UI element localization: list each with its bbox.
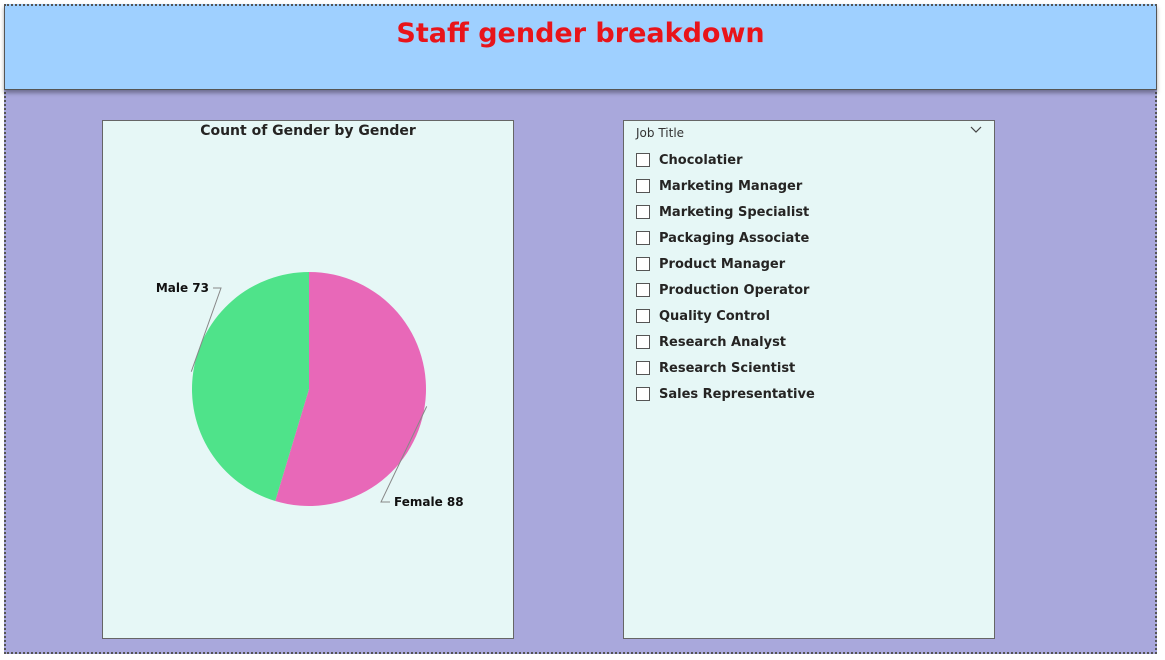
chevron-down-icon[interactable] (970, 125, 982, 135)
slicer-item-label: Packaging Associate (659, 230, 810, 246)
checkbox[interactable] (636, 179, 650, 193)
slicer-item-label: Research Analyst (659, 334, 787, 350)
pie-slice-female[interactable] (275, 272, 427, 507)
leader-line (380, 406, 428, 503)
leader-line (190, 287, 222, 372)
checkbox[interactable] (636, 309, 650, 323)
slicer-item-label: Product Manager (659, 256, 786, 272)
slicer-item[interactable]: Sales Representative (636, 381, 815, 407)
slicer-item[interactable]: Product Manager (636, 251, 815, 277)
slicer-header: Job Title (636, 126, 685, 140)
checkbox[interactable] (636, 153, 650, 167)
slicer-item[interactable]: Marketing Specialist (636, 199, 815, 225)
data-label-male: Male 73 (156, 281, 209, 295)
slicer-item-label: Marketing Manager (659, 178, 803, 194)
slicer-item-label: Chocolatier (659, 152, 743, 168)
slicer-item-label: Sales Representative (659, 386, 815, 402)
slicer-item-label: Marketing Specialist (659, 204, 810, 220)
report-header: Staff gender breakdown (4, 4, 1157, 90)
checkbox[interactable] (636, 335, 650, 349)
checkbox[interactable] (636, 231, 650, 245)
slicer-item[interactable]: Marketing Manager (636, 173, 815, 199)
slicer-item-label: Research Scientist (659, 360, 796, 376)
page-title: Staff gender breakdown (396, 18, 765, 49)
checkbox[interactable] (636, 361, 650, 375)
slicer-item[interactable]: Chocolatier (636, 147, 815, 173)
slicer-item[interactable]: Quality Control (636, 303, 815, 329)
checkbox[interactable] (636, 283, 650, 297)
pie-slice-male[interactable] (192, 272, 309, 502)
pie-chart-visual[interactable]: Count of Gender by Gender Male 73 Female … (102, 120, 514, 639)
slicer-item-label: Production Operator (659, 282, 810, 298)
checkbox[interactable] (636, 387, 650, 401)
chart-title: Count of Gender by Gender (200, 123, 416, 139)
data-label-female: Female 88 (394, 495, 464, 509)
slicer-item[interactable]: Production Operator (636, 277, 815, 303)
slicer-item[interactable]: Research Scientist (636, 355, 815, 381)
slicer-item[interactable]: Packaging Associate (636, 225, 815, 251)
job-title-slicer[interactable]: Job Title Chocolatier Marketing Manager … (623, 120, 995, 639)
pie-chart: Male 73 Female 88 (156, 272, 464, 509)
checkbox[interactable] (636, 257, 650, 271)
slicer-list: Chocolatier Marketing Manager Marketing … (636, 147, 815, 407)
slicer-item-label: Quality Control (659, 308, 770, 324)
checkbox[interactable] (636, 205, 650, 219)
slicer-item[interactable]: Research Analyst (636, 329, 815, 355)
